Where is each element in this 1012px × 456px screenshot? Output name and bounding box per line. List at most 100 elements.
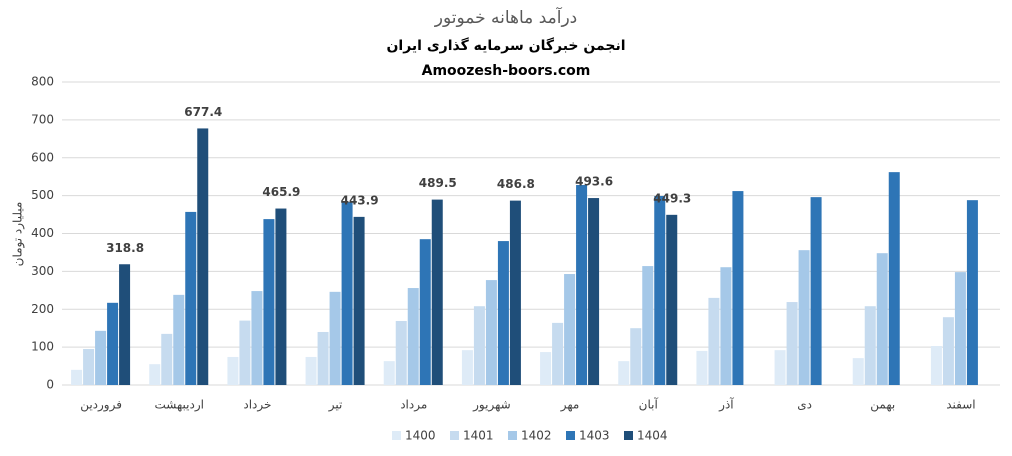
x-tick-label: دی: [797, 398, 812, 412]
bar: [930, 345, 942, 385]
x-tick-label: شهریور: [472, 398, 511, 413]
legend-swatch: [450, 431, 459, 440]
bar: [329, 291, 341, 385]
bar: [173, 294, 185, 385]
bar: [509, 200, 521, 385]
y-tick-label: 400: [31, 226, 54, 240]
x-tick-label: مهر: [560, 398, 580, 413]
bar: [395, 320, 407, 385]
bar: [774, 350, 786, 385]
x-tick-label: مرداد: [400, 398, 427, 413]
bar: [407, 288, 419, 385]
bar: [810, 197, 822, 385]
legend-label: 1403: [579, 429, 610, 443]
bar: [185, 211, 197, 385]
bar: [461, 350, 473, 385]
data-label: 489.5: [419, 176, 457, 190]
bar: [251, 291, 263, 385]
bar: [485, 280, 497, 385]
bar: [95, 330, 107, 385]
bar: [227, 356, 239, 385]
bar: [83, 349, 95, 385]
chart-title: درآمد ماهانه خموتور: [434, 6, 577, 28]
bar: [666, 214, 678, 385]
bar: [552, 322, 564, 385]
bar: [618, 361, 630, 385]
legend-swatch: [624, 431, 633, 440]
x-tick-label: اسفند: [946, 398, 975, 412]
bar: [732, 191, 744, 385]
bar: [383, 361, 395, 385]
bar: [197, 128, 209, 385]
bar: [786, 302, 798, 385]
y-tick-label: 300: [31, 264, 54, 278]
x-tick-label: آذر: [718, 397, 734, 413]
y-tick-label: 100: [31, 340, 54, 354]
bar: [107, 302, 119, 385]
chart-subtitle: انجمن خبرگان سرمایه گذاری ایران: [386, 37, 625, 54]
bar: [275, 208, 287, 385]
bar: [564, 274, 576, 385]
bar: [588, 198, 600, 385]
data-label: 318.8: [106, 241, 144, 255]
bar: [149, 364, 161, 385]
y-tick-label: 500: [31, 188, 54, 202]
bar: [305, 356, 317, 385]
x-tick-label: فروردین: [80, 398, 122, 413]
data-label: 493.6: [575, 175, 613, 189]
bar: [966, 200, 978, 385]
bar: [341, 202, 353, 385]
legend-swatch: [566, 431, 575, 440]
bar: [263, 219, 275, 385]
bar: [720, 267, 732, 385]
x-tick-label: اردیبهشت: [155, 398, 204, 413]
bar: [708, 297, 720, 385]
bar: [317, 331, 329, 385]
bar: [119, 264, 131, 385]
x-tick-label: تیر: [328, 398, 343, 413]
data-label: 486.8: [497, 177, 535, 191]
x-tick-label: خرداد: [243, 398, 271, 413]
y-tick-label: 0: [46, 378, 54, 392]
bar: [954, 272, 966, 385]
bar: [161, 333, 173, 385]
bar: [473, 306, 485, 385]
legend-label: 1402: [521, 429, 552, 443]
bar: [353, 216, 365, 385]
y-tick-label: 600: [31, 150, 54, 164]
bar: [419, 239, 431, 385]
y-tick-label: 200: [31, 302, 54, 316]
bar: [888, 172, 900, 385]
legend-swatch: [392, 431, 401, 440]
bar: [876, 253, 888, 385]
legend-label: 1401: [463, 429, 494, 443]
y-axis-label: میلیارد تومان: [11, 202, 26, 267]
legend-label: 1400: [405, 429, 436, 443]
data-label: 449.3: [653, 191, 691, 205]
y-tick-label: 800: [31, 75, 54, 89]
bar: [798, 250, 810, 385]
bar: [239, 320, 251, 385]
y-tick-label: 700: [31, 112, 54, 126]
chart-source: Amoozesh-boors.com: [422, 63, 591, 79]
bar: [852, 358, 864, 385]
legend-label: 1404: [637, 429, 668, 443]
bar: [942, 317, 954, 385]
x-tick-label: بهمن: [870, 398, 895, 413]
x-tick-label: آبان: [639, 397, 659, 412]
bar: [642, 266, 654, 385]
data-label: 443.9: [341, 193, 379, 207]
bar: [497, 241, 509, 385]
data-label: 465.9: [262, 185, 300, 199]
bar: [540, 352, 552, 385]
bar: [431, 199, 443, 385]
bar: [654, 196, 666, 385]
legend-swatch: [508, 431, 517, 440]
data-label: 677.4: [184, 105, 222, 119]
bar: [630, 328, 642, 385]
bar: [71, 369, 83, 385]
bar: [864, 306, 876, 385]
bar: [576, 185, 588, 385]
bar: [696, 350, 708, 385]
